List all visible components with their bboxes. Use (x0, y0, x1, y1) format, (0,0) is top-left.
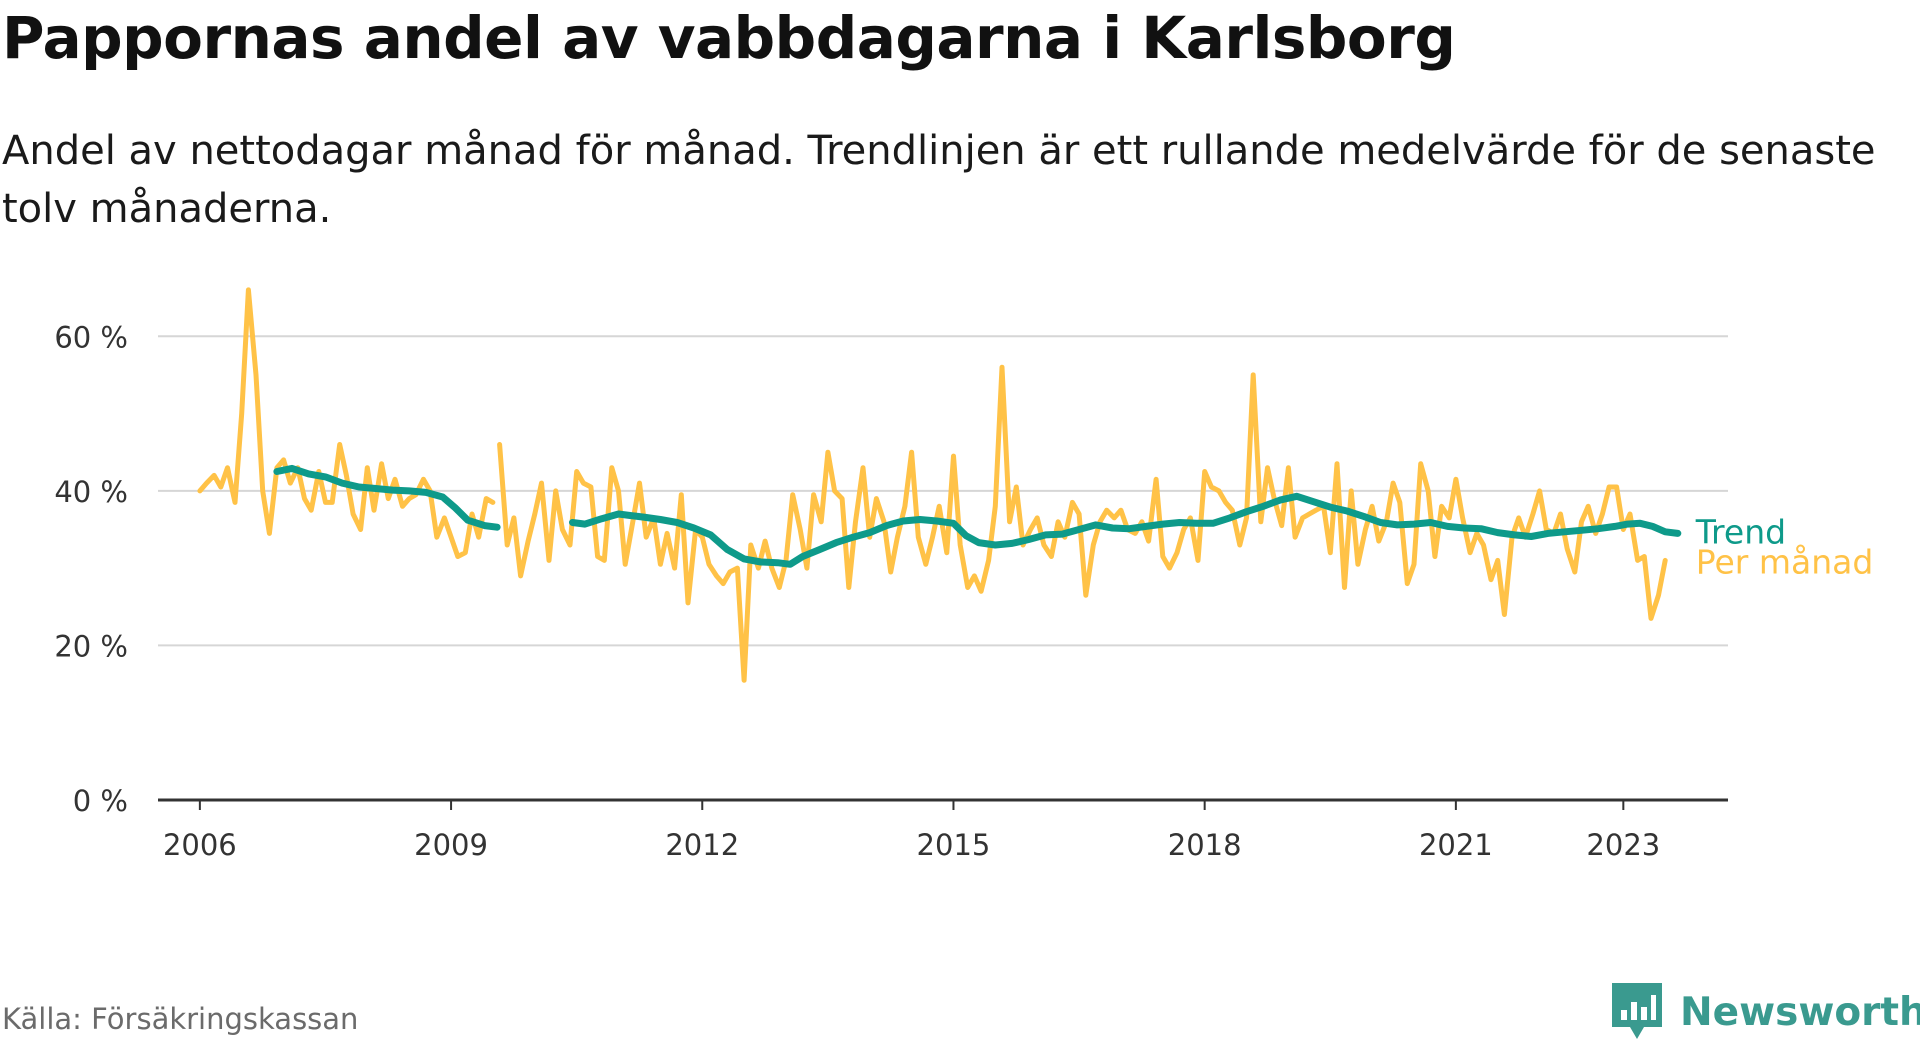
y-tick-label: 20 % (54, 629, 128, 663)
x-tick-label: 2021 (1419, 828, 1493, 862)
x-tick-label: 2012 (665, 828, 739, 862)
y-tick-label: 60 % (54, 320, 128, 354)
trend-line (273, 464, 1682, 568)
x-tick-label: 2006 (163, 828, 237, 862)
brand-name: Newsworthy (1680, 989, 1920, 1035)
x-tick-label: 2018 (1168, 828, 1242, 862)
y-tick-label: 40 % (54, 475, 128, 509)
y-tick-label: 0 % (73, 784, 128, 818)
chart-subtitle: Andel av nettodagar månad för månad. Tre… (2, 128, 1876, 232)
monthly-label: Per månad (1696, 542, 1874, 581)
chart-title: Pappornas andel av vabbdagarna i Karlsbo… (2, 4, 1456, 72)
source-note: Källa: Försäkringskassan (2, 1002, 359, 1036)
y-axis-ticks: 0 % 20 % 40 % 60 % (54, 320, 128, 818)
brand-logo[interactable]: Newsworthy (1612, 983, 1920, 1041)
x-axis-ticks: 2006 2009 2012 2015 2018 2021 2023 (163, 800, 1660, 862)
x-tick-label: 2009 (414, 828, 488, 862)
series-layer (197, 287, 1682, 683)
trend-label: Trend (1695, 512, 1786, 551)
x-tick-label: 2023 (1586, 828, 1660, 862)
newsworthy-logo-icon (1612, 983, 1662, 1039)
monthly-line (197, 287, 1668, 683)
x-tick-label: 2015 (917, 828, 991, 862)
